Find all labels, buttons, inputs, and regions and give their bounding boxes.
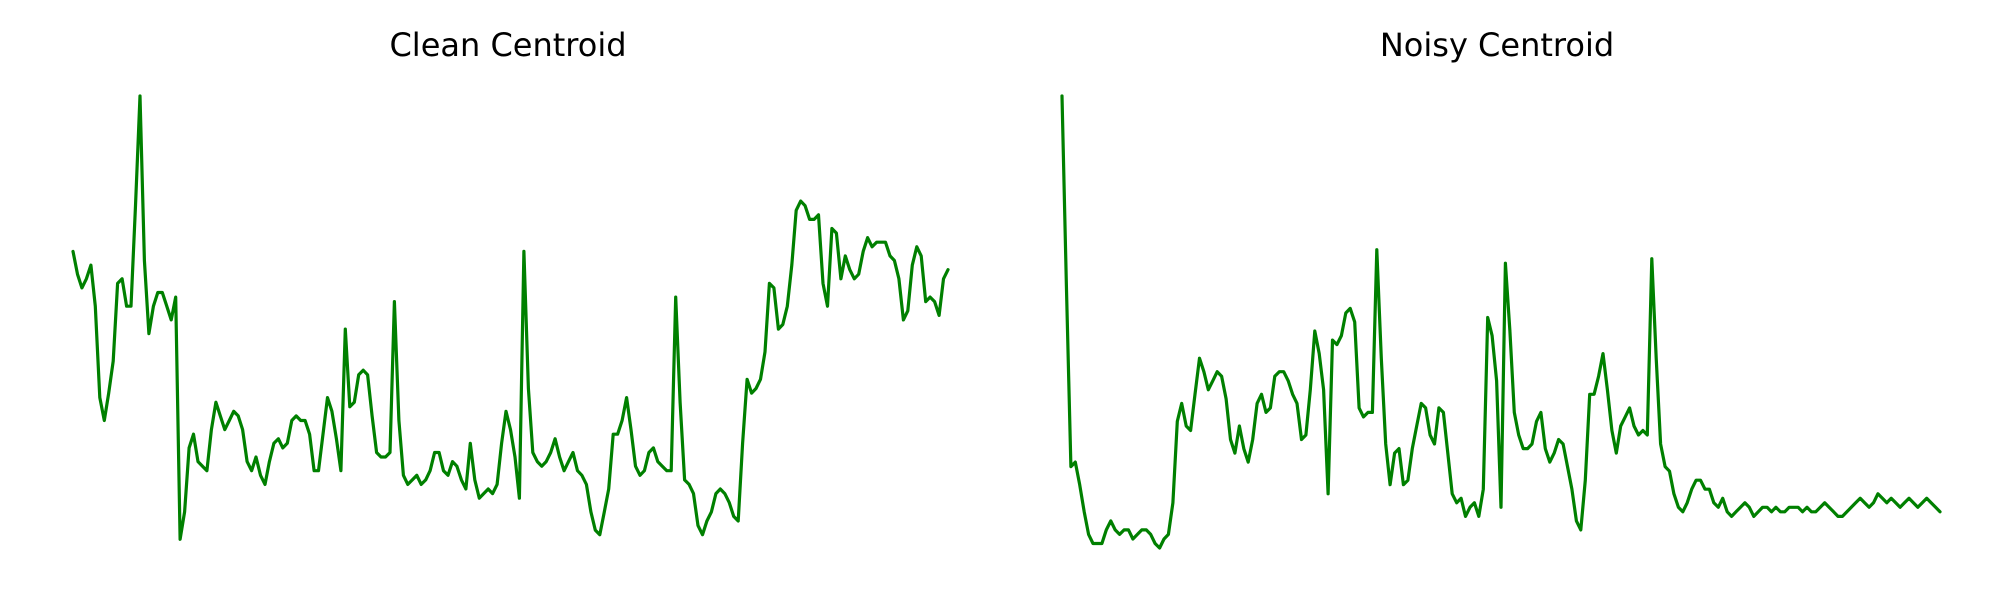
chart-title-noisy: Noisy Centroid (1380, 26, 1614, 64)
series-line-noisy-centroid (1060, 94, 1942, 550)
series-line-clean-centroid (71, 94, 950, 541)
chart-panel-noisy: Noisy Centroid (1060, 26, 1942, 550)
chart-panel-clean: Clean Centroid (71, 26, 950, 541)
chart-title-clean: Clean Centroid (389, 26, 626, 64)
